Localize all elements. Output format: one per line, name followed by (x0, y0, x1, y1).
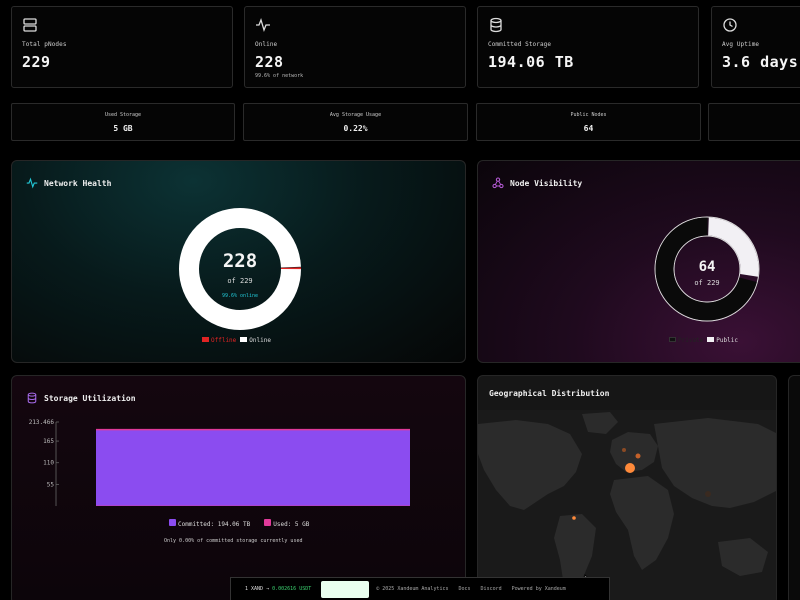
partial-panel (788, 375, 800, 600)
legend-online-label: Online (249, 337, 271, 344)
xand-price: 1 XAND → 0.002616 USDT (245, 586, 311, 592)
node-visibility-title: Node Visibility (510, 178, 583, 188)
y-tick-label: 110 (43, 460, 54, 467)
network-health-panel: Network Health 228 of 229 99.6% online O… (11, 160, 466, 363)
price-value: 0.002616 USDT (272, 586, 312, 592)
mini-card-avg-storage-usage: Avg Storage Usage 0.22% (243, 103, 468, 141)
storage-utilization-title: Storage Utilization (44, 393, 136, 403)
node-visibility-legend: Private Public (669, 337, 738, 344)
landmass-africa (610, 476, 674, 570)
panel-title: Network Health (26, 177, 111, 189)
footer-link-docs[interactable]: Docs (458, 586, 471, 592)
node-cluster-marker[interactable] (705, 491, 711, 497)
donut-center-note: 99.6% online (222, 293, 258, 299)
stat-card-avg-uptime: Avg Uptime 3.6 days (711, 6, 800, 88)
y-tick-label: 55 (47, 481, 55, 488)
landmass-asia (654, 418, 776, 508)
activity-icon (26, 177, 38, 189)
legend-used-label: Used: 5 GB (273, 521, 310, 528)
legend-online[interactable]: Online (240, 337, 271, 344)
mini-card-used-storage: Used Storage 5 GB (11, 103, 235, 141)
landmass-greenland (582, 412, 618, 434)
clock-icon (723, 18, 737, 32)
landmass-north-america (478, 420, 582, 510)
storage-legend: Committed: 194.06 TB Used: 5 GB (169, 519, 309, 528)
network-health-donut: 228 of 229 99.6% online (179, 208, 301, 330)
y-tick-label: 213.466 (29, 419, 55, 426)
footer-bar: 1 XAND → 0.002616 USDT © 2025 Xandeum An… (230, 577, 610, 600)
legend-used[interactable]: Used: 5 GB (264, 519, 309, 528)
donut-ring-outline (654, 216, 760, 322)
legend-public-label: Public (716, 337, 738, 344)
stat-card-total-pnodes: Total pNodes 229 (11, 6, 233, 88)
mini-value: 64 (583, 124, 594, 133)
geographical-distribution-panel: Geographical Distribution (477, 375, 777, 600)
stat-value: 3.6 days (722, 53, 799, 71)
donut-center-sub: of 229 (694, 279, 719, 287)
database-icon (27, 392, 37, 404)
landmass-australia (718, 538, 768, 576)
stat-sub: 99.6% of network (255, 73, 304, 79)
node-visibility-donut: 64 of 229 (654, 216, 760, 322)
activity-icon (256, 18, 270, 32)
node-cluster-marker[interactable] (635, 453, 641, 459)
stat-label: Committed Storage (488, 41, 552, 48)
panel-title: Node Visibility (492, 177, 582, 189)
footer-copyright: © 2025 Xandeum Analytics (376, 586, 449, 592)
mini-label: Used Storage (104, 112, 142, 118)
network-health-title: Network Health (44, 178, 112, 188)
y-tick-label: 165 (43, 438, 54, 445)
storage-note: Only 0.00% of committed storage currentl… (164, 538, 303, 544)
footer-link-powered[interactable]: Powered by Xandeum (511, 586, 566, 592)
stat-label: Avg Uptime (722, 41, 760, 48)
mini-value: 5 GB (113, 124, 133, 133)
stat-label: Online (255, 41, 278, 48)
mini-label: Avg Storage Usage (329, 112, 382, 118)
legend-private[interactable]: Private (669, 337, 703, 344)
server-icon (23, 18, 37, 32)
database-icon (490, 17, 502, 33)
stat-card-online: Online 228 99.6% of network (244, 6, 466, 88)
mini-value: 0.22% (343, 124, 368, 133)
stat-card-committed-storage: Committed Storage 194.06 TB (477, 6, 699, 88)
geo-title: Geographical Distribution (489, 389, 610, 398)
donut-center-sub: of 229 (227, 277, 252, 285)
legend-committed-label: Committed: 194.06 TB (178, 521, 251, 528)
world-map[interactable] (478, 410, 777, 600)
stat-value: 229 (22, 53, 51, 71)
footer-action-button[interactable] (321, 580, 370, 598)
node-cluster-marker[interactable] (625, 463, 635, 473)
mini-label: Public Nodes (570, 112, 607, 118)
stat-value: 194.06 TB (488, 53, 574, 71)
legend-offline[interactable]: Offline (202, 337, 236, 344)
price-prefix: 1 XAND → (245, 586, 270, 592)
node-cluster-marker[interactable] (622, 448, 626, 452)
donut-ring-outline-inner (673, 235, 741, 303)
legend-offline-label: Offline (211, 337, 237, 344)
donut-center-value: 228 (223, 250, 257, 272)
storage-area-chart: 213.466 165 110 55 (29, 419, 410, 506)
node-visibility-panel: Node Visibility 64 of 229 Private Public (477, 160, 800, 363)
landmass-europe (610, 432, 658, 472)
committed-area[interactable] (96, 429, 410, 506)
node-cluster-marker[interactable] (572, 516, 576, 520)
mini-card-partial (708, 103, 800, 141)
legend-private-label: Private (678, 337, 704, 344)
network-nodes-icon (492, 177, 504, 189)
legend-public[interactable]: Public (707, 337, 738, 344)
panel-title: Storage Utilization (26, 392, 136, 404)
footer-link-discord[interactable]: Discord (480, 586, 502, 592)
stat-value: 228 (255, 53, 284, 71)
donut-center-value: 64 (699, 259, 716, 275)
legend-committed[interactable]: Committed: 194.06 TB (169, 519, 250, 528)
donut-private-arc (655, 217, 759, 321)
network-health-legend: Offline Online (202, 337, 271, 344)
storage-utilization-panel: Storage Utilization 213.466 165 110 55 Comm… (11, 375, 466, 600)
mini-card-public-nodes: Public Nodes 64 (476, 103, 701, 141)
stat-label: Total pNodes (22, 41, 67, 48)
